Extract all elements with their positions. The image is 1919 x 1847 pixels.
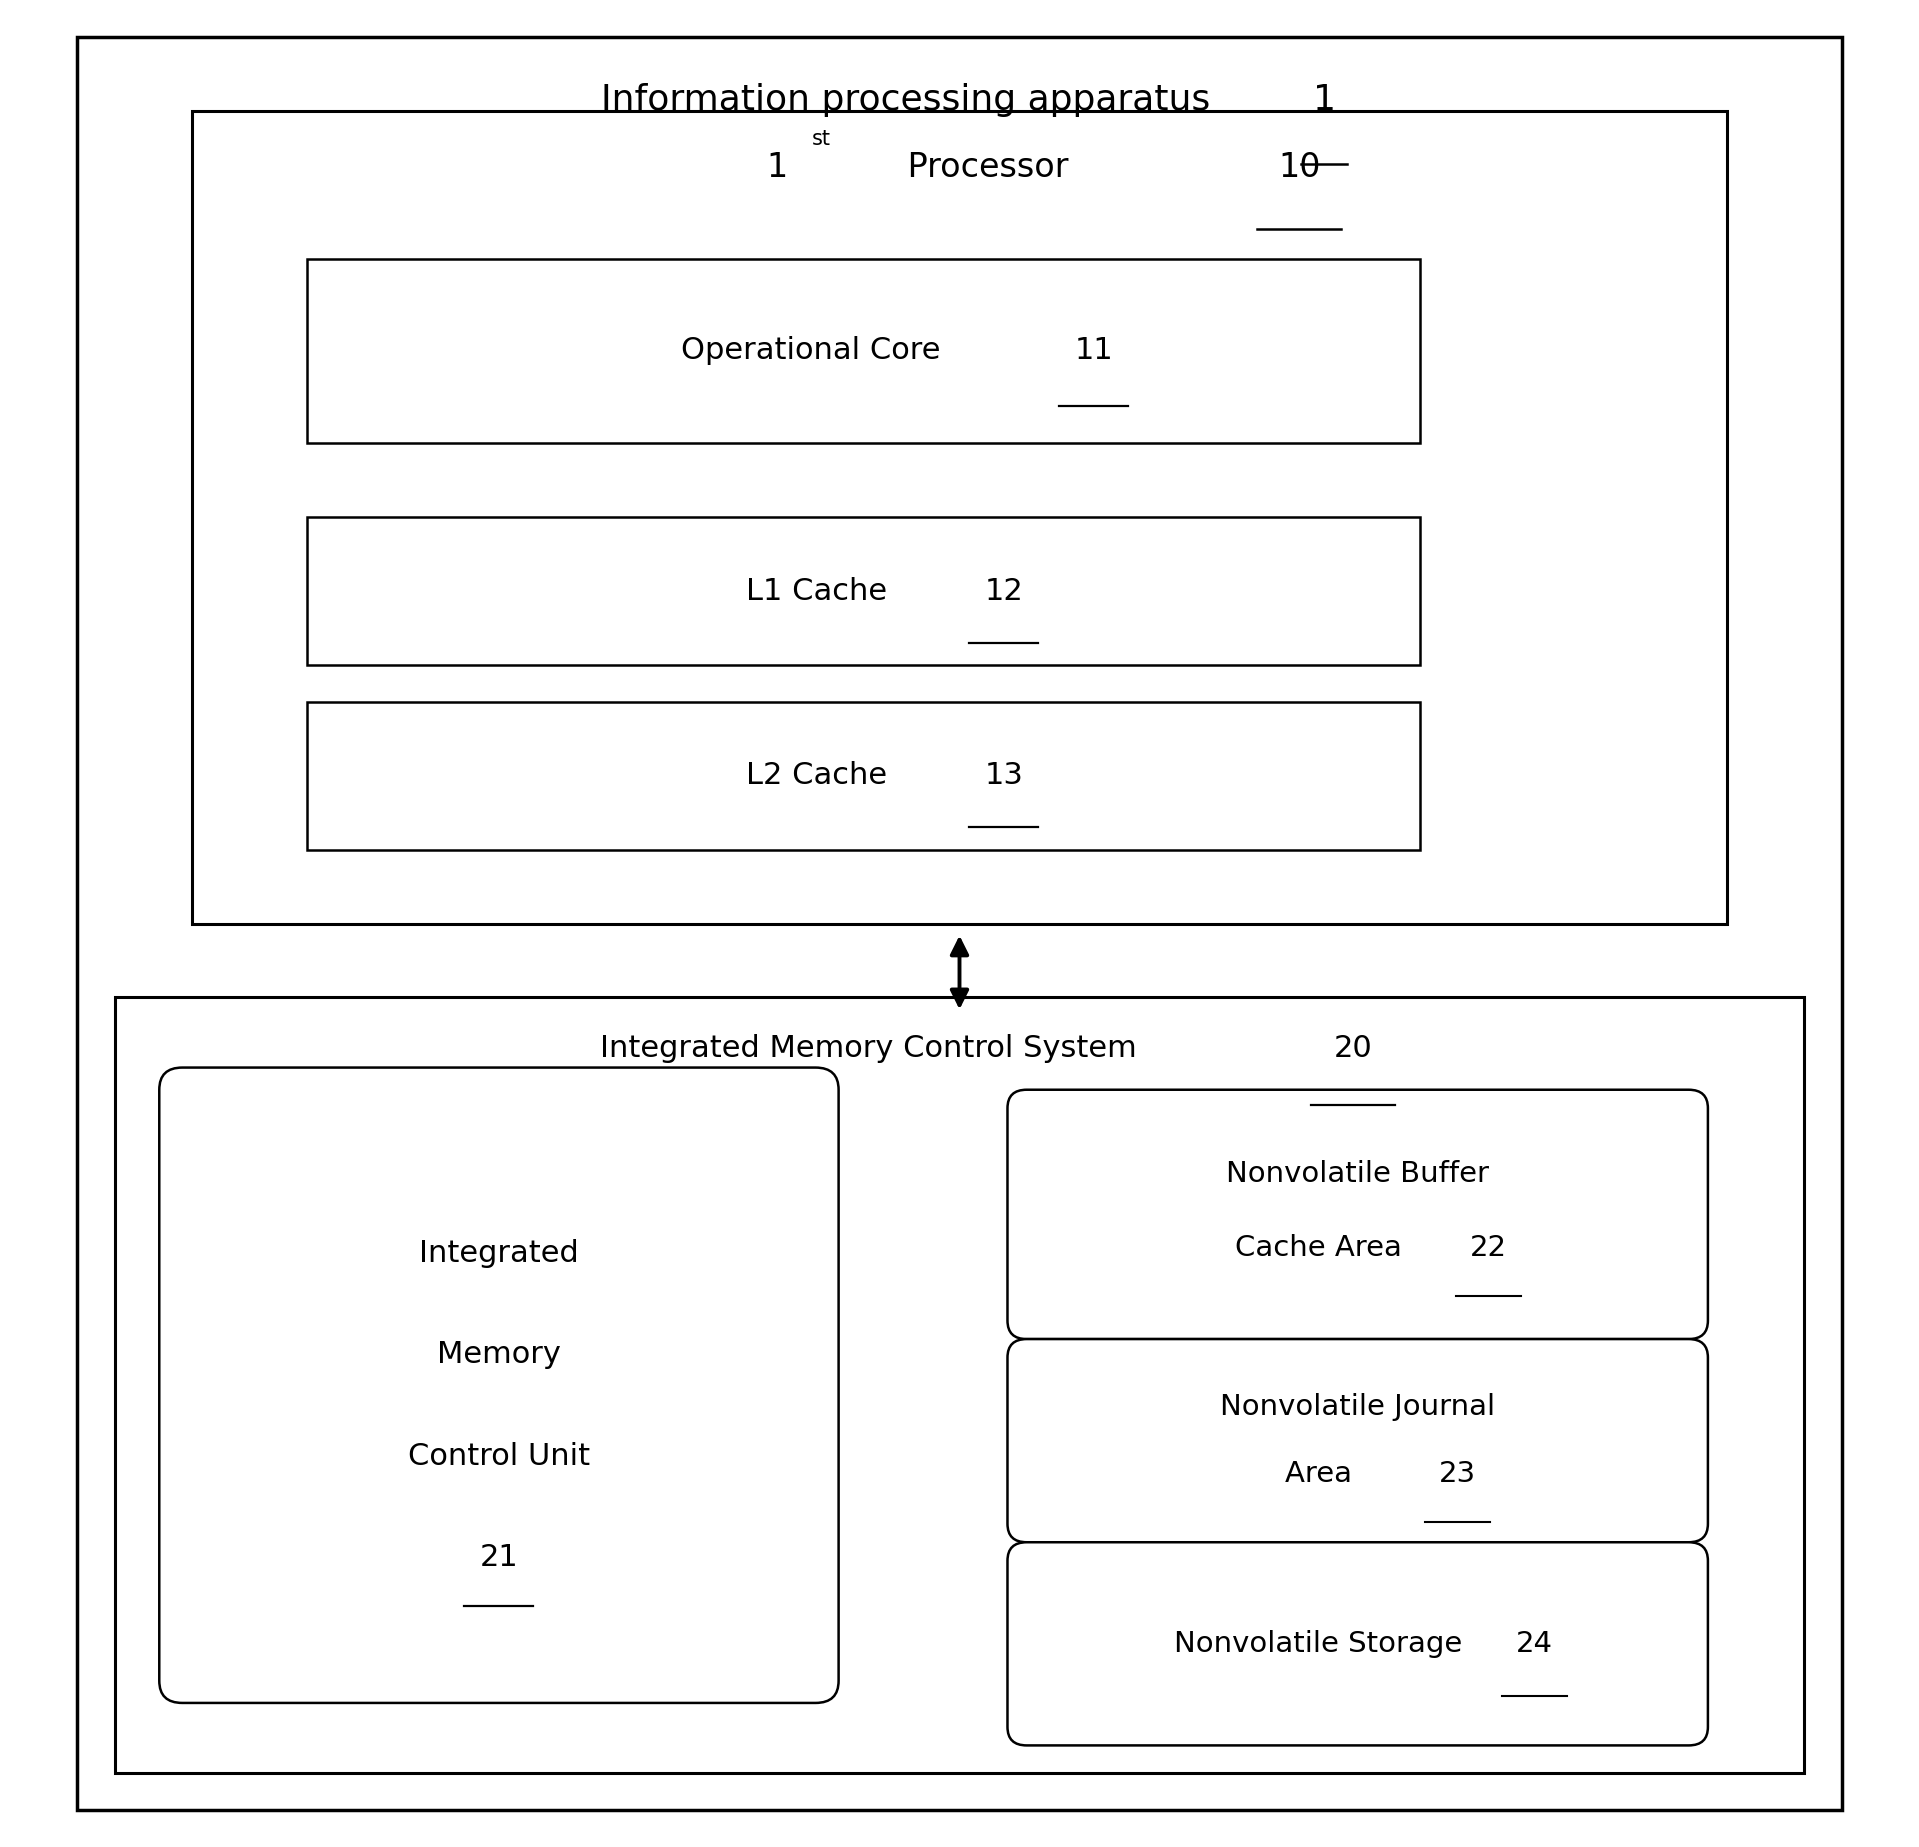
Text: L1 Cache: L1 Cache <box>746 576 896 606</box>
Text: Control Unit: Control Unit <box>409 1443 589 1470</box>
Text: 22: 22 <box>1470 1234 1506 1262</box>
FancyBboxPatch shape <box>159 1068 839 1703</box>
Text: Processor: Processor <box>898 151 1078 185</box>
Text: Nonvolatile Buffer: Nonvolatile Buffer <box>1226 1160 1489 1188</box>
FancyBboxPatch shape <box>1007 1339 1708 1542</box>
Text: Area: Area <box>1286 1459 1361 1489</box>
Text: 23: 23 <box>1439 1459 1476 1489</box>
Bar <box>115 997 1804 1773</box>
Text: Cache Area: Cache Area <box>1236 1234 1410 1262</box>
Text: 1: 1 <box>766 151 789 185</box>
Text: 21: 21 <box>480 1544 518 1572</box>
Text: 1: 1 <box>1313 83 1336 116</box>
Text: L2 Cache: L2 Cache <box>746 761 896 791</box>
FancyBboxPatch shape <box>1007 1090 1708 1339</box>
Bar <box>192 111 1727 924</box>
Bar <box>307 517 1420 665</box>
Bar <box>307 259 1420 443</box>
Text: Integrated: Integrated <box>418 1239 580 1267</box>
Text: 13: 13 <box>984 761 1023 791</box>
Text: Nonvolatile Journal: Nonvolatile Journal <box>1220 1393 1495 1422</box>
Text: Nonvolatile Storage: Nonvolatile Storage <box>1174 1629 1472 1659</box>
Text: 12: 12 <box>984 576 1023 606</box>
Text: 11: 11 <box>1075 336 1113 366</box>
Text: Information processing apparatus: Information processing apparatus <box>601 83 1222 116</box>
Text: st: st <box>812 129 831 150</box>
Text: Memory: Memory <box>438 1341 560 1369</box>
Bar <box>307 702 1420 850</box>
Text: Integrated Memory Control System: Integrated Memory Control System <box>601 1034 1146 1064</box>
Text: Operational Core: Operational Core <box>681 336 950 366</box>
FancyBboxPatch shape <box>1007 1542 1708 1745</box>
Text: 10: 10 <box>1278 151 1320 185</box>
Text: 20: 20 <box>1334 1034 1372 1064</box>
Text: 24: 24 <box>1516 1629 1552 1659</box>
